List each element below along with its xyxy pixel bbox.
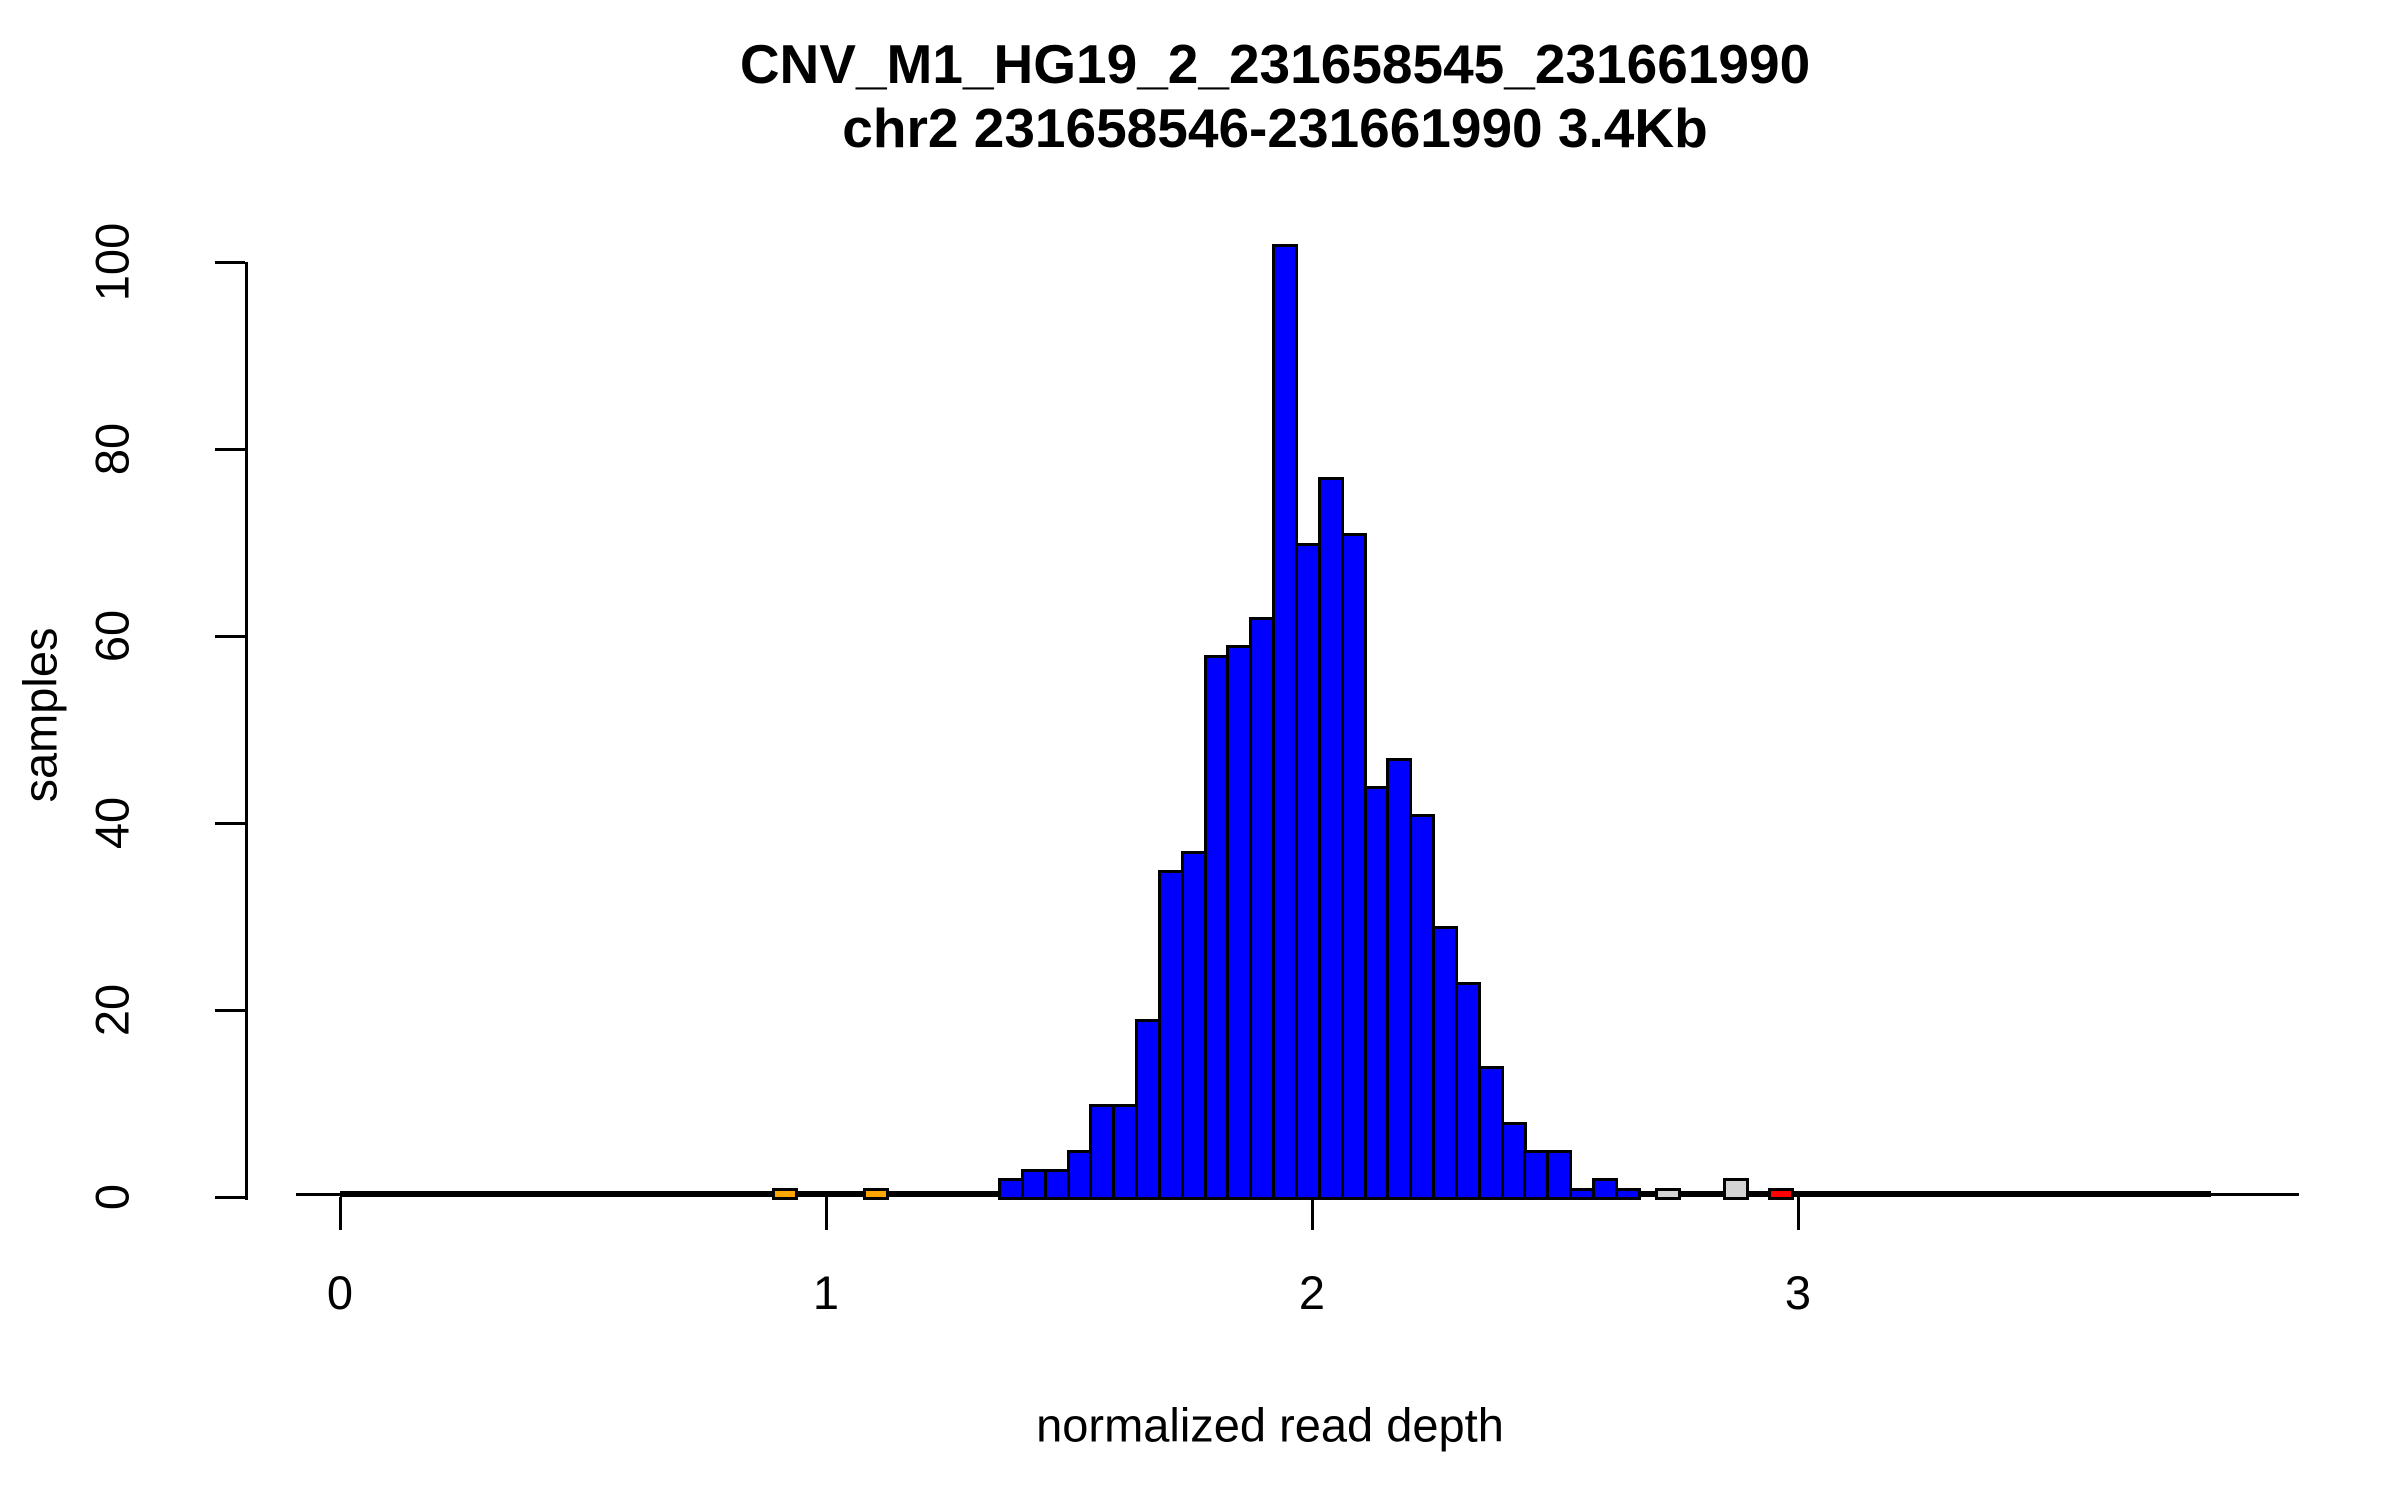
x-tick-mark (1311, 1197, 1314, 1230)
chart-title: CNV_M1_HG19_2_231658545_231661990 (739, 33, 1811, 95)
histogram-bar (1363, 785, 1390, 1200)
y-tick-mark (215, 1196, 245, 1199)
y-tick-mark (215, 1009, 245, 1013)
x-tick-label: 2 (1298, 1266, 1326, 1319)
histogram-bar (1767, 1187, 1794, 1200)
histogram-bar (1112, 1103, 1139, 1200)
histogram-bar (772, 1187, 799, 1200)
x-tick-label: 0 (326, 1266, 354, 1319)
x-tick-mark (1797, 1197, 1800, 1230)
histogram-bar (1477, 1066, 1504, 1200)
y-axis-line (245, 262, 248, 1200)
x-tick-label: 3 (1784, 1266, 1812, 1319)
y-tick-label: 0 (85, 1183, 139, 1211)
y-axis-label: samples (13, 627, 67, 803)
chart-title-block: CNV_M1_HG19_2_231658545_231661990 chr2 2… (150, 32, 2400, 160)
histogram-bar (1722, 1178, 1749, 1200)
chart-subtitle: chr2 231658546-231661990 3.4Kb (842, 97, 1708, 159)
x-tick-mark (825, 1197, 828, 1230)
histogram-bar (1317, 477, 1344, 1200)
y-tick-label: 100 (85, 222, 139, 302)
y-tick-mark (215, 261, 245, 265)
histogram-bar (862, 1187, 889, 1200)
y-tick-mark (215, 822, 245, 826)
histogram-bar (1546, 1150, 1573, 1200)
x-tick-mark (339, 1197, 342, 1230)
x-tick-label: 1 (812, 1266, 840, 1319)
y-tick-label: 20 (85, 983, 139, 1037)
y-tick-label: 60 (85, 609, 139, 663)
y-tick-mark (215, 635, 245, 639)
histogram-bar (1226, 645, 1253, 1200)
y-tick-label: 40 (85, 796, 139, 850)
x-axis-label: normalized read depth (1036, 1398, 1504, 1452)
y-tick-label: 80 (85, 423, 139, 476)
histogram-bar (1654, 1187, 1681, 1200)
histogram-bar (1614, 1187, 1641, 1200)
y-tick-mark (215, 448, 245, 452)
histogram-bar (1454, 981, 1481, 1200)
